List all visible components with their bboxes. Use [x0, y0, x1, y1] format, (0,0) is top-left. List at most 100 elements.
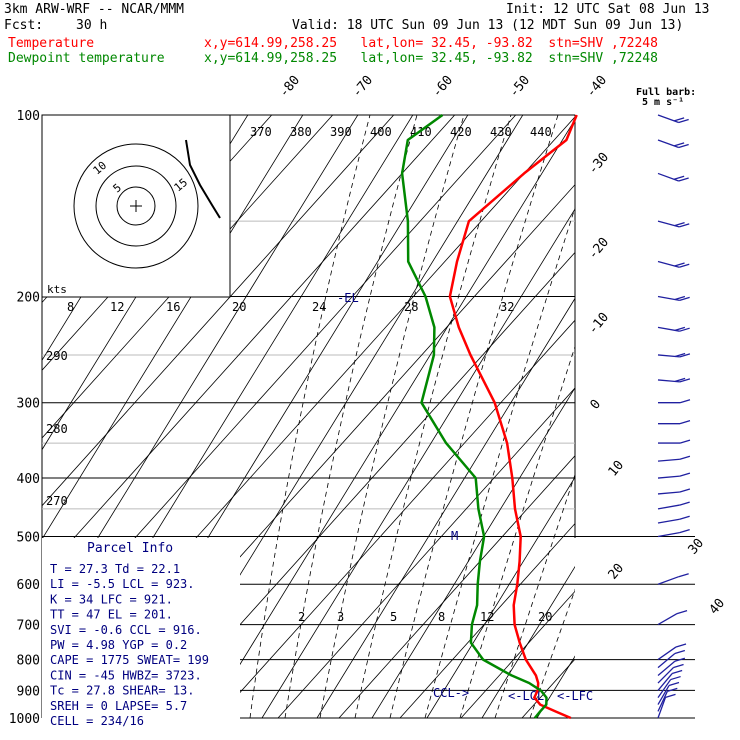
- moist-adiabat-0: [249, 115, 371, 718]
- wind-barb-975: [657, 687, 678, 712]
- parcel-info-row-0: T = 27.3 Td = 22.1: [50, 562, 180, 576]
- parcel-info-row-1: LI = -5.5 LCL = 923.: [50, 577, 195, 591]
- wind-barb-375: [657, 455, 691, 462]
- wind-barb-shaft: [657, 518, 680, 524]
- wind-barb-275: [657, 377, 691, 383]
- mixing-ratio-label-1: 12: [110, 300, 124, 314]
- parcel-info-row-7: CIN = -45 HWBZ= 3723.: [50, 668, 202, 682]
- wind-barb-300: [658, 399, 691, 404]
- dewpoint-line-name: Dewpoint temperature: [8, 51, 165, 66]
- dewpoint-line-info: x,y=614.99,258.25 lat,lon= 32.45, -93.82…: [204, 51, 658, 66]
- wind-barb-flag: [667, 687, 678, 693]
- wind-barb-flag: [676, 609, 688, 615]
- mixing-ratio-low-label-4: 12: [480, 610, 494, 624]
- wind-barb-flag: [668, 681, 680, 687]
- wind-barb-shaft: [657, 660, 676, 676]
- wind-barb-shaft: [657, 220, 680, 228]
- wind-barb-flag: [678, 143, 689, 149]
- pressure-label-200: 200: [17, 291, 40, 306]
- pressure-label-900: 900: [17, 684, 40, 699]
- theta-label-2: 390: [330, 125, 352, 139]
- parcel-info-row-3: TT = 47 EL = 201.: [50, 608, 173, 622]
- mixing-ratio-low-label-5: 20: [538, 610, 552, 624]
- isotherm-label-12: 40: [707, 596, 729, 618]
- parcel-info-row-6: CAPE = 1775 SWEAT= 199: [50, 653, 209, 667]
- wind-barb-flag: [679, 223, 690, 228]
- moist-adiabat-3: [354, 115, 512, 718]
- mixing-ratio-low-label-3: 8: [438, 610, 445, 624]
- theta-label-3: 400: [370, 125, 392, 139]
- isotherm--90: [42, 115, 394, 507]
- isotherm-label-9: 10: [606, 458, 628, 480]
- wind-barb-flag: [679, 420, 691, 425]
- forecast-label: Fcst:: [4, 18, 44, 33]
- wind-barb-flag: [674, 262, 685, 267]
- wind-barb-flag: [675, 643, 687, 648]
- wind-barb-950: [657, 681, 680, 705]
- wind-barb-flag: [674, 657, 686, 662]
- parcel-trace: [185, 139, 221, 219]
- temperature-line-info: x,y=614.99,258.25 lat,lon= 32.45, -93.82…: [204, 36, 658, 51]
- hodograph-unit: kts: [47, 283, 67, 296]
- wind-barb-flag: [678, 573, 689, 578]
- wind-barb-shaft: [657, 697, 667, 719]
- parcel-info-box: [42, 538, 240, 720]
- parcel-info-row-9: SREH = 0 LAPSE= 5.7: [50, 699, 187, 713]
- wind-barb-flag: [678, 118, 689, 124]
- wind-barb-flag: [673, 142, 685, 147]
- mixing-ratio-label-0: 8: [67, 300, 74, 314]
- wind-barb-110: [657, 139, 689, 149]
- isotherm--10: [338, 455, 575, 718]
- isotherm-label-0: -80: [277, 73, 304, 101]
- wind-barb-flag: [674, 352, 686, 358]
- pressure-label-1000: 1000: [9, 712, 40, 727]
- sounding-profiles: [185, 113, 578, 720]
- wind-barb-flag: [679, 263, 690, 268]
- wind-barb-250: [657, 352, 691, 358]
- pressure-label-300: 300: [17, 397, 40, 412]
- isotherm-label-7: -10: [586, 310, 613, 338]
- wind-barb-flag: [671, 669, 683, 675]
- pressure-label-600: 600: [17, 578, 40, 593]
- wind-barb-475: [657, 515, 690, 524]
- isotherm-label-4: -40: [584, 73, 611, 101]
- valid-time: Valid: 18 UTC Sun 09 Jun 13 (12 MDT Sun …: [292, 18, 684, 33]
- isotherm--30: [216, 319, 575, 718]
- isotherm--80: [42, 115, 455, 575]
- theta-label-5: 420: [450, 125, 472, 139]
- moist-adiabat-2: [319, 115, 465, 718]
- wind-barb-flag: [673, 663, 684, 669]
- mixing-ratio-low-label-0: 2: [298, 610, 305, 624]
- isotherm-10: [460, 590, 575, 718]
- wind-barb-flag: [679, 378, 691, 383]
- isotherm--100: [42, 115, 333, 439]
- ccl-marker: CCL->: [433, 686, 469, 700]
- wind-barb-flag: [679, 353, 691, 358]
- wind-barb-shaft: [657, 652, 676, 669]
- dry-adiabat-label-1: 280: [46, 422, 68, 436]
- wind-barb-shaft: [657, 114, 679, 124]
- wind-barb-425: [657, 488, 691, 495]
- barb-legend-line1: Full barb:: [636, 87, 696, 98]
- wind-barb-shaft: [657, 673, 673, 691]
- wind-barb-100: [657, 114, 689, 124]
- moist-adiabat-lines: [249, 115, 575, 718]
- isotherm-label-2: -60: [430, 73, 457, 101]
- wind-barb-325: [658, 420, 691, 425]
- dry-adiabat--2: [42, 115, 304, 540]
- wind-barb-900: [657, 669, 683, 691]
- theta-label-0: 370: [250, 125, 272, 139]
- wind-barb-flag: [673, 117, 685, 122]
- dry-adiabat-label-2: 270: [46, 494, 68, 508]
- wind-barb-225: [657, 326, 690, 332]
- init-time: Init: 12 UTC Sat 08 Jun 13: [506, 2, 710, 17]
- wind-barb-shaft: [657, 667, 675, 684]
- wind-barb-1000: [657, 693, 676, 719]
- hodograph-ring-2: [73, 143, 199, 269]
- wind-barb-125: [657, 172, 689, 182]
- wind-barb-875: [657, 663, 684, 684]
- wind-barb-flag: [674, 222, 685, 227]
- wind-barb-flag: [679, 455, 691, 460]
- isotherm-20: [521, 658, 575, 718]
